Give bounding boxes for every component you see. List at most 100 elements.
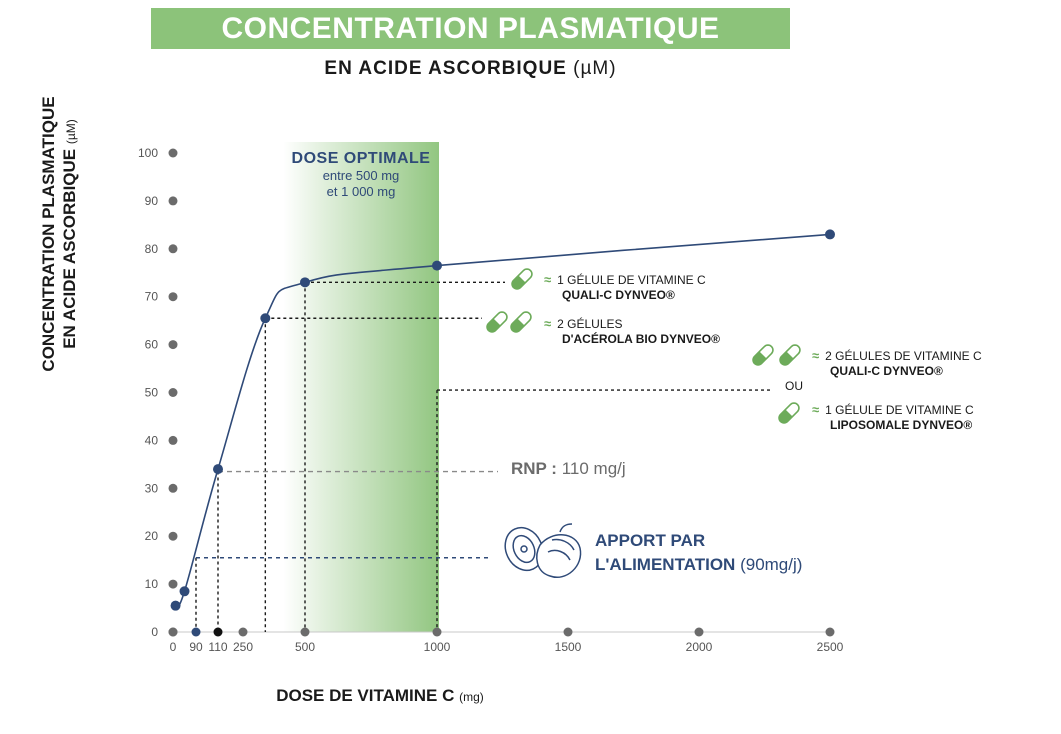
series-point (170, 600, 181, 611)
x-tick-dot (168, 627, 178, 637)
optimal-dose-band (283, 142, 439, 632)
annotation-4-line1: 1 GÉLULE DE VITAMINE C (825, 403, 974, 417)
y-tick-label: 70 (145, 290, 159, 304)
y-tick-label: 0 (151, 625, 158, 639)
x-tick-label: 250 (233, 640, 253, 654)
x-tick-label: 1500 (555, 640, 582, 654)
x-tick-dot (213, 627, 223, 637)
y-tick-dot (168, 340, 178, 350)
x-tick-dot (694, 627, 704, 637)
y-tick-label: 10 (145, 577, 159, 591)
annotation-leader-lines (196, 281, 772, 559)
approx-symbol: ≈ (544, 272, 552, 287)
x-axis-label: DOSE DE VITAMINE C (mg) (200, 686, 560, 706)
series-point (179, 586, 190, 597)
x-tick-dot (238, 627, 248, 637)
annotation-4: ≈1 GÉLULE DE VITAMINE C LIPOSOMALE DYNVE… (812, 402, 974, 433)
annotation-3: ≈2 GÉLULES DE VITAMINE C QUALI-C DYNVEO® (812, 348, 982, 379)
series-point (260, 313, 271, 324)
y-tick-label: 60 (145, 338, 159, 352)
subtitle-unit: (µM) (573, 58, 617, 79)
y-tick-dot (168, 148, 178, 158)
approx-symbol: ≈ (812, 348, 820, 363)
approx-symbol: ≈ (544, 316, 552, 331)
optimal-dose-line1: entre 500 mg (322, 168, 400, 183)
guide-lines (195, 282, 438, 632)
x-ticks: 0 90 110 250 500 1000 1500 2000 2500 (168, 627, 844, 654)
x-tick-label: 2000 (686, 640, 713, 654)
chart-title: CONCENTRATION PLASMATIQUE (221, 11, 720, 45)
y-axis-label-line1: CONCENTRATION PLASMATIQUE (39, 96, 58, 372)
y-tick-dot (168, 579, 178, 589)
or-label: OU (785, 379, 803, 393)
y-tick-label: 90 (145, 194, 159, 208)
annotation-1: ≈1 GÉLULE DE VITAMINE C QUALI-C DYNVEO® (544, 272, 706, 303)
y-ticks: 0 10 20 30 40 50 60 70 80 90 100 (138, 146, 178, 639)
capsule-icon (510, 311, 532, 333)
x-tick-label: 0 (170, 640, 177, 654)
rnp-value: 110 mg/j (561, 459, 626, 478)
annotation-3-line2: QUALI-C DYNVEO® (830, 364, 943, 378)
rnp-label: RNP : 110 mg/j (511, 459, 626, 479)
approx-symbol: ≈ (812, 402, 820, 417)
apport-line1: APPORT PAR (595, 531, 706, 550)
y-tick-dot (168, 435, 178, 445)
x-tick-label: 90 (189, 640, 203, 654)
annotation-or: OU (785, 379, 803, 394)
y-tick-label: 40 (145, 433, 159, 447)
series-point (432, 260, 442, 271)
x-tick-dot (563, 627, 573, 637)
x-tick-dot (191, 627, 201, 637)
annotation-2: ≈2 GÉLULES D'ACÉROLA BIO DYNVEO® (544, 316, 720, 347)
annotation-2-line2: D'ACÉROLA BIO DYNVEO® (562, 332, 720, 346)
series-point (825, 229, 835, 240)
y-tick-dot (168, 196, 178, 206)
y-tick-dot (168, 483, 178, 493)
annotation-4-line2: LIPOSOMALE DYNVEO® (830, 418, 973, 432)
y-tick-label: 50 (145, 386, 159, 400)
series-point (213, 464, 223, 475)
dietary-intake-label: APPORT PAR L'ALIMENTATION (90mg/j) (595, 529, 802, 577)
capsule-icon (779, 344, 801, 366)
y-axis-label-unit: (µM) (64, 119, 78, 145)
x-tick-dot (300, 627, 310, 637)
y-axis-label-line2: EN ACIDE ASCORBIQUE (60, 148, 79, 349)
fruit-icon (504, 523, 582, 579)
series-line (174, 233, 831, 608)
x-tick-dot (432, 627, 442, 637)
x-tick-label: 500 (295, 640, 315, 654)
annotation-2-line1: 2 GÉLULES (557, 317, 623, 331)
chart-subtitle: EN ACIDE ASCORBIQUE (µM) (151, 58, 790, 80)
y-axis-label: CONCENTRATION PLASMATIQUE EN ACIDE ASCOR… (38, 24, 82, 444)
y-tick-label: 20 (145, 529, 159, 543)
apport-line2: L'ALIMENTATION (595, 555, 736, 574)
apport-value: (90mg/j) (740, 555, 803, 574)
annotation-1-line2: QUALI-C DYNVEO® (562, 288, 675, 302)
optimal-dose-label: DOSE OPTIMALE entre 500 mg et 1 000 mg (271, 150, 451, 200)
annotation-1-line1: 1 GÉLULE DE VITAMINE C (557, 273, 706, 287)
x-tick-label: 2500 (817, 640, 844, 654)
y-tick-label: 100 (138, 146, 158, 160)
optimal-dose-line2: et 1 000 mg (326, 184, 396, 199)
y-tick-dot (168, 388, 178, 397)
series-points (170, 229, 835, 611)
x-axis-label-text: DOSE DE VITAMINE C (276, 686, 455, 705)
series-point (300, 277, 310, 288)
capsule-icon (752, 344, 774, 366)
x-tick-label: 110 (208, 640, 227, 654)
annotation-3-line1: 2 GÉLULES DE VITAMINE C (825, 349, 982, 363)
y-tick-dot (168, 244, 178, 254)
capsule-icon (778, 402, 800, 424)
subtitle-main: EN ACIDE ASCORBIQUE (324, 58, 567, 79)
x-tick-dot (825, 627, 835, 637)
capsule-icon (486, 311, 508, 333)
y-tick-label: 30 (145, 481, 159, 495)
capsule-icon (511, 268, 533, 290)
optimal-dose-heading: DOSE OPTIMALE (291, 150, 431, 167)
title-banner: CONCENTRATION PLASMATIQUE (151, 8, 790, 49)
y-tick-dot (168, 292, 178, 302)
rnp-title: RNP : (511, 459, 557, 478)
y-tick-label: 80 (145, 242, 159, 256)
y-tick-dot (168, 531, 178, 541)
